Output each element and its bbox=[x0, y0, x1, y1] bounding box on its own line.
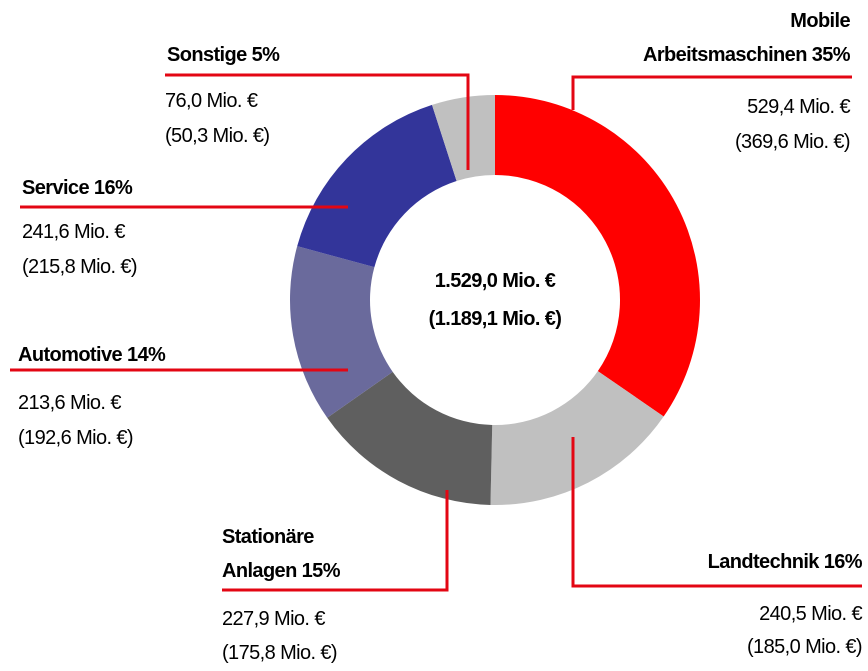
prior-value-label: (185,0 Mio. €) bbox=[747, 636, 863, 658]
value-label: 76,0 Mio. € bbox=[165, 90, 258, 112]
value-label: 241,6 Mio. € bbox=[22, 221, 125, 243]
leader-line bbox=[222, 490, 449, 592]
center-label: 1.529,0 Mio. € (1.189,1 Mio. €) bbox=[370, 262, 620, 338]
leader-line bbox=[571, 75, 852, 110]
prior-value-label: (215,8 Mio. €) bbox=[22, 256, 138, 278]
prior-total-label: (1.189,1 Mio. €) bbox=[428, 308, 562, 330]
segment-label: Service 16% bbox=[22, 177, 133, 199]
leader-line bbox=[165, 73, 470, 170]
segment-label: Mobile Arbeitsmaschinen 35% bbox=[643, 10, 851, 66]
donut-slice bbox=[290, 246, 393, 418]
donut-slice bbox=[327, 371, 493, 505]
segment-label: Sonstige 5% bbox=[167, 44, 280, 66]
leader-lines bbox=[10, 73, 862, 592]
segment-label: Stationäre Anlagen 15% bbox=[222, 526, 340, 582]
prior-value-label: (192,6 Mio. €) bbox=[18, 427, 134, 449]
donut-slice bbox=[490, 371, 664, 505]
segment-label: Landtechnik 16% bbox=[707, 551, 863, 573]
leader-line bbox=[571, 437, 862, 588]
value-label: 529,4 Mio. € bbox=[747, 96, 850, 118]
donut-slice bbox=[432, 95, 495, 182]
value-label: 213,6 Mio. € bbox=[18, 392, 121, 414]
donut-slice bbox=[495, 95, 700, 417]
prior-value-label: (175,8 Mio. €) bbox=[222, 642, 338, 664]
prior-value-label: (369,6 Mio. €) bbox=[735, 131, 851, 153]
segment-label: Automotive 14% bbox=[18, 344, 166, 366]
value-label: 240,5 Mio. € bbox=[759, 603, 862, 625]
value-label: 227,9 Mio. € bbox=[222, 608, 325, 630]
prior-value-label: (50,3 Mio. €) bbox=[165, 125, 270, 147]
donut-slice bbox=[297, 104, 457, 268]
total-label: 1.529,0 Mio. € bbox=[434, 270, 556, 292]
